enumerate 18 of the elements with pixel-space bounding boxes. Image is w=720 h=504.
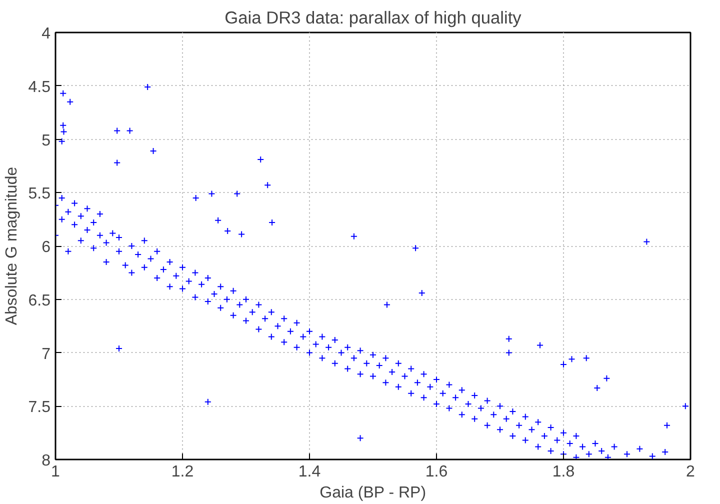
y-tick-label: 5 (42, 132, 51, 150)
x-tick-label: 2 (686, 464, 696, 480)
y-tick-label: 7.5 (28, 399, 51, 416)
y-axis-title: Absolute G magnitude (3, 166, 20, 326)
x-tick-label: 1 (51, 464, 60, 480)
chart-title: Gaia DR3 data: parallax of high quality (224, 8, 522, 28)
x-axis-title: Gaia (BP - RP) (320, 484, 426, 502)
x-tick-label: 1.6 (425, 464, 448, 480)
x-tick-label: 1.2 (171, 464, 194, 480)
y-tick-label: 4 (42, 26, 51, 42)
y-tick-label: 7 (42, 346, 51, 363)
y-tick-label: 6 (42, 239, 51, 256)
y-tick-label: 5.5 (28, 186, 51, 203)
x-tick-label: 1.4 (298, 464, 321, 480)
y-tick-label: 4.5 (28, 78, 51, 96)
y-tick-label: 6.5 (28, 292, 51, 310)
x-tick-label: 1.8 (552, 464, 575, 480)
y-tick-label: 8 (42, 452, 51, 470)
